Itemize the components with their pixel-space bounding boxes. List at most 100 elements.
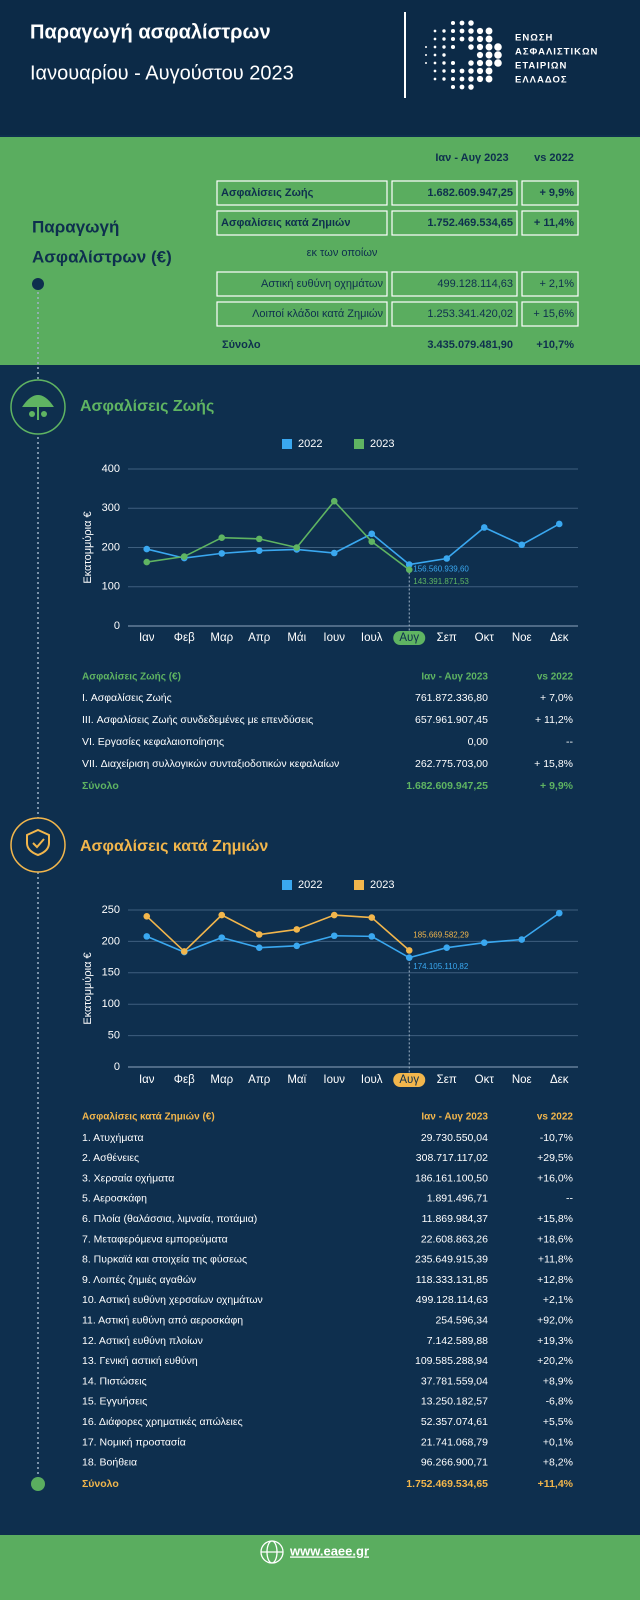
- legend-swatch: [354, 439, 364, 449]
- point: [180, 948, 188, 955]
- row-value: 499.128.114,63: [416, 1294, 488, 1306]
- x-tick-label: Απρ: [248, 1074, 271, 1086]
- logo-dot: [468, 60, 474, 66]
- timeline-dot: [31, 1477, 45, 1491]
- point: [330, 497, 338, 505]
- legend-swatch: [354, 880, 364, 890]
- x-tick-label: Μαρ: [210, 632, 233, 644]
- x-tick-label: Δεκ: [550, 632, 569, 644]
- row-value: 11.869.984,37: [422, 1213, 489, 1225]
- logo-dot: [459, 68, 465, 74]
- logo-dot: [450, 68, 456, 74]
- row-value: 254.596,34: [435, 1314, 488, 1326]
- x-tick-label: Νοε: [512, 1074, 532, 1086]
- row-label: 7. Μεταφερόμενα εμπορεύματα: [82, 1233, 228, 1245]
- point: [218, 911, 226, 919]
- logo-dot: [433, 29, 437, 33]
- row-change: + 15,6%: [533, 308, 574, 320]
- legend-label: 2022: [298, 879, 322, 891]
- point: [405, 954, 413, 961]
- logo-dot: [468, 20, 474, 26]
- x-tick-label: Φεβ: [174, 632, 195, 644]
- logo-dot: [468, 44, 474, 50]
- row-label: 3. Χερσαία οχήματα: [82, 1172, 174, 1184]
- logo-dot: [433, 69, 437, 73]
- logo-dot: [442, 77, 446, 81]
- table-header: vs 2022: [537, 1112, 574, 1123]
- row-value: 186.161.100,50: [415, 1172, 488, 1184]
- row-change: +2,1%: [543, 1294, 573, 1306]
- point: [518, 936, 526, 943]
- y-tick-label: 0: [114, 620, 120, 632]
- legend-swatch: [282, 439, 292, 449]
- row-value: 761.872.336,80: [415, 692, 488, 704]
- point: [180, 553, 188, 560]
- point: [368, 530, 376, 538]
- row-change: +8,9%: [543, 1375, 573, 1387]
- row-change: +20,2%: [537, 1355, 573, 1367]
- logo-dot: [468, 68, 474, 74]
- row-value: 499.128.114,63: [437, 278, 513, 290]
- logo-dot: [485, 51, 493, 59]
- logo-dot: [459, 20, 465, 26]
- series-line: [146, 523, 560, 566]
- logo-dot: [442, 53, 446, 57]
- point: [405, 947, 413, 954]
- footer-band: [0, 1535, 640, 1600]
- row-label: 2. Ασθένειες: [82, 1152, 139, 1164]
- point: [480, 524, 488, 531]
- summary-label: Ασφαλίστρων (€): [32, 247, 172, 266]
- logo-dot: [476, 43, 484, 51]
- legend-label: 2023: [370, 879, 394, 891]
- y-axis-label: Εκατομμύρια €: [82, 952, 94, 1024]
- footer-link[interactable]: www.eaee.gr: [289, 1543, 369, 1558]
- row-label: VI. Εργασίες κεφαλαιοποίησης: [82, 736, 224, 748]
- row-change: +8,2%: [543, 1457, 573, 1469]
- note: εκ των οποίων: [307, 247, 378, 259]
- x-tick-label: Μάι: [287, 632, 306, 644]
- series-line: [146, 499, 410, 571]
- row-value: 7.142.589,88: [427, 1335, 488, 1347]
- logo-dot: [476, 59, 484, 67]
- point: [143, 912, 151, 920]
- logo-dot: [468, 76, 474, 82]
- table-header: Ιαν - Αυγ 2023: [421, 672, 488, 683]
- x-tick-label: Ιουλ: [361, 1074, 383, 1086]
- logo-text: ΕΤΑΙΡΙΩΝ: [515, 61, 567, 72]
- row-value: 0,00: [468, 736, 489, 748]
- x-tick-label: Δεκ: [550, 1074, 569, 1086]
- x-tick-label: Αυγ: [399, 1074, 419, 1086]
- point: [255, 944, 263, 951]
- logo-dot: [425, 62, 427, 64]
- logo-text: ΑΣΦΑΛΙΣΤΙΚΩΝ: [515, 47, 598, 58]
- row-change: -6,8%: [546, 1396, 573, 1408]
- row-label: 15. Εγγυήσεις: [82, 1396, 147, 1408]
- row-label: 1. Ατυχήματα: [82, 1132, 144, 1144]
- value-label: 156.560.939,60: [413, 565, 469, 574]
- row-change: +16,0%: [537, 1172, 573, 1184]
- title: Παραγωγή ασφαλίστρων: [30, 21, 271, 43]
- cell-box: [216, 180, 388, 206]
- legend-label: 2022: [298, 438, 322, 450]
- row-change: +12,8%: [537, 1274, 573, 1286]
- table-header: vs 2022: [537, 672, 574, 683]
- logo-dot: [450, 36, 456, 42]
- total-label: Σύνολο: [222, 339, 261, 351]
- x-tick-label: Μαϊ: [287, 1074, 306, 1086]
- logo-dot: [433, 45, 437, 49]
- total-value: 1.682.609.947,25: [406, 780, 488, 792]
- logo-dot: [450, 60, 456, 66]
- row-change: +11,8%: [538, 1254, 573, 1266]
- row-value: 29.730.550,04: [421, 1132, 488, 1144]
- logo-dot: [476, 51, 484, 59]
- point: [480, 939, 488, 946]
- row-label: Λοιποί κλάδοι κατά Ζημιών: [252, 308, 383, 320]
- x-tick-label: Ιαν: [139, 632, 155, 644]
- row-label: 9. Λοιπές ζημιές αγαθών: [82, 1274, 196, 1286]
- logo-dot: [494, 43, 502, 51]
- logo-dot: [494, 59, 502, 67]
- cell-box: [216, 271, 388, 297]
- logo-dot: [442, 29, 446, 33]
- row-label: 14. Πιστώσεις: [82, 1375, 147, 1387]
